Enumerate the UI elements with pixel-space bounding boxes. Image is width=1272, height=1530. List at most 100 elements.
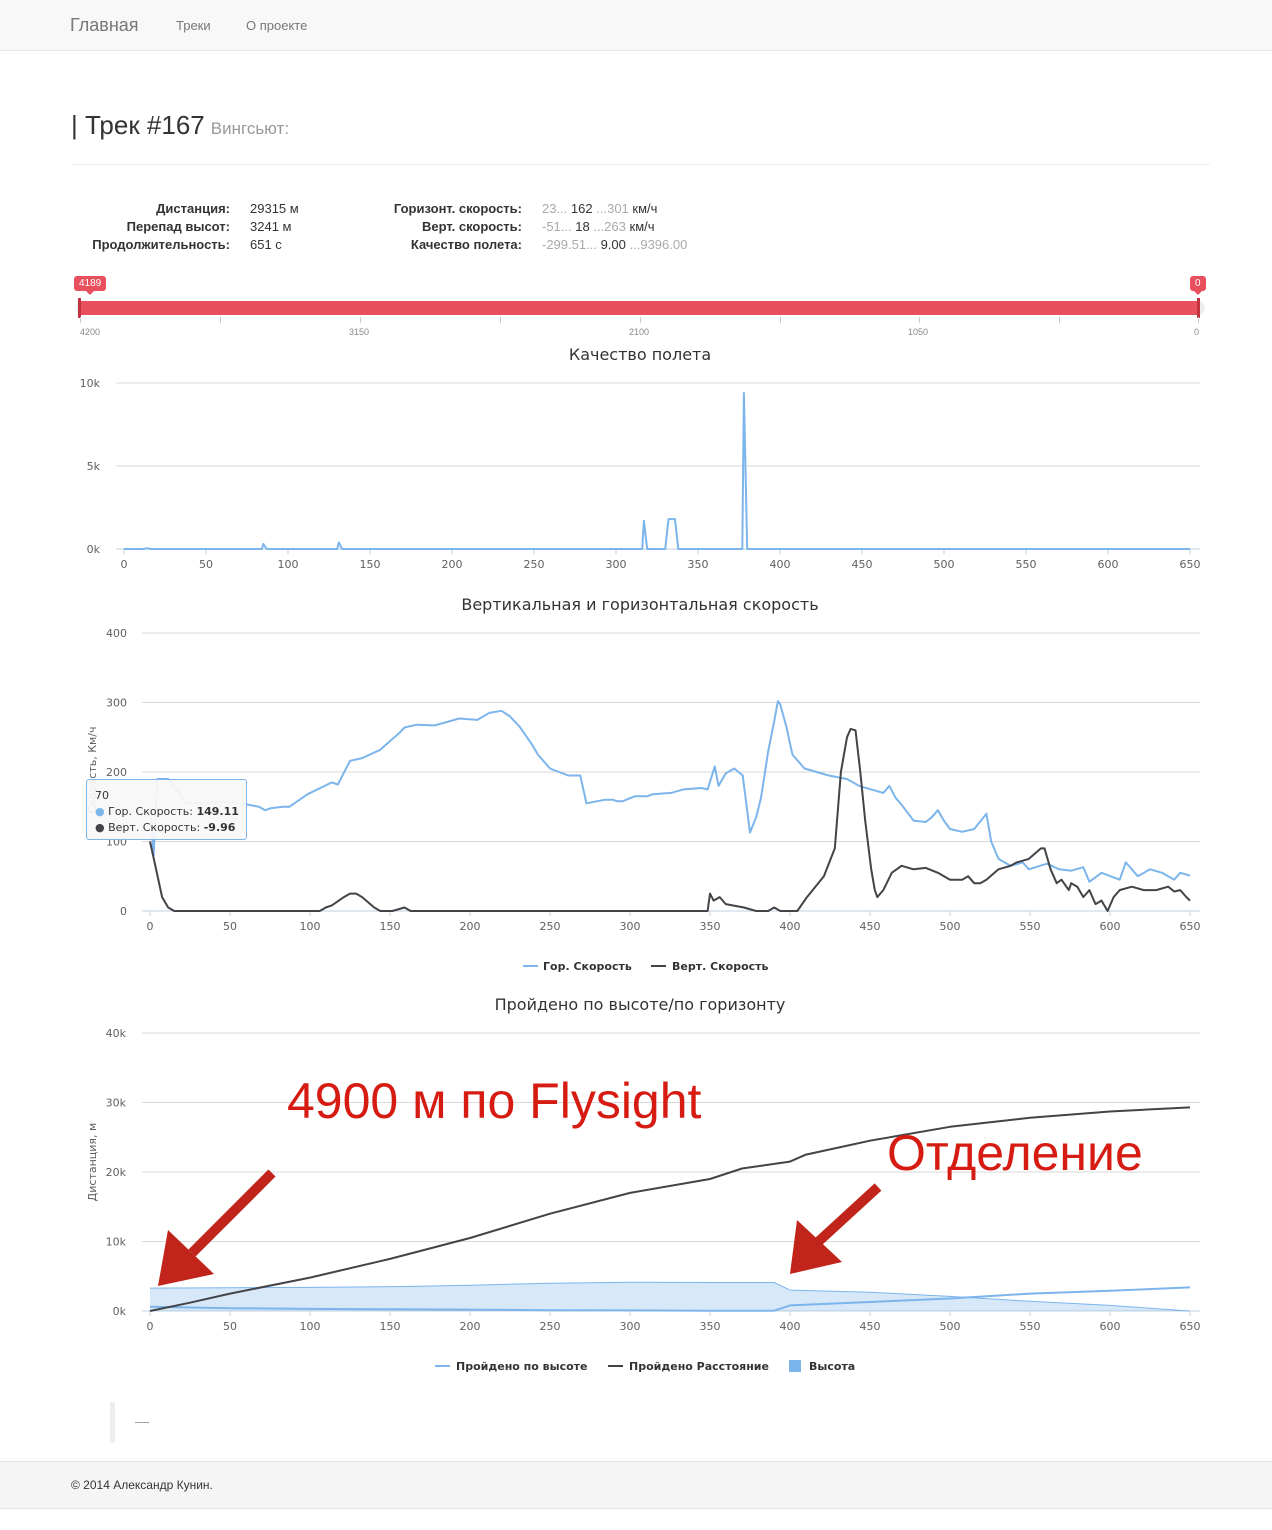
stat-label-horizontal-speed: Горизонт. скорость: bbox=[393, 201, 522, 216]
y-tick-label: 30k bbox=[106, 1097, 127, 1110]
stat-unit: км/ч bbox=[629, 219, 655, 234]
slider-handle-right[interactable] bbox=[1197, 298, 1200, 318]
slider-tick bbox=[1198, 317, 1199, 323]
legend-item-distance-covered[interactable]: Пройдено Расстояние bbox=[608, 1360, 769, 1373]
stat-avg: 162 bbox=[570, 201, 593, 216]
x-tick-label: 350 bbox=[688, 558, 709, 571]
x-tick-label: 250 bbox=[540, 920, 561, 933]
slider-tick bbox=[919, 317, 920, 323]
slider-tick bbox=[360, 317, 361, 323]
x-tick-label: 300 bbox=[606, 558, 627, 571]
series-1-1-line[interactable] bbox=[124, 392, 1190, 550]
stat-max: ...301 bbox=[596, 201, 629, 216]
legend-label: Пройдено Расстояние bbox=[629, 1360, 769, 1373]
series-dot-icon: ● bbox=[95, 821, 105, 834]
blockquote-dash: — bbox=[135, 1413, 149, 1429]
tooltip-value: 149.11 bbox=[196, 805, 239, 818]
x-tick-label: 600 bbox=[1100, 1320, 1121, 1333]
navbar: Главная Треки О проекте bbox=[0, 0, 1272, 51]
slider-scale-label: 2100 bbox=[629, 327, 650, 337]
series-2-2-line[interactable] bbox=[149, 727, 1191, 912]
page-title-text: | Трек #167 bbox=[71, 110, 205, 140]
chart-title: Пройдено по высоте/по горизонту bbox=[495, 995, 786, 1014]
x-tick-label: 0 bbox=[147, 1320, 154, 1333]
page-title: | Трек #167 Вингсьют: bbox=[71, 110, 289, 141]
series-3-2-line[interactable] bbox=[149, 1286, 1191, 1312]
slider-handle-left[interactable] bbox=[78, 298, 81, 318]
slider-scale-label: 1050 bbox=[908, 327, 929, 337]
x-tick-label: 500 bbox=[940, 1320, 961, 1333]
tooltip-value: -9.96 bbox=[203, 821, 236, 834]
x-tick-label: 600 bbox=[1098, 558, 1119, 571]
series-3-3-line[interactable] bbox=[149, 1106, 1191, 1312]
brand-link[interactable]: Главная bbox=[70, 15, 139, 35]
page-subtitle: Вингсьют: bbox=[210, 119, 290, 138]
series-3-1-area[interactable] bbox=[150, 1282, 1190, 1311]
x-tick-label: 0 bbox=[121, 558, 128, 571]
legend-item-vertical-speed[interactable]: Верт. Скорость bbox=[651, 960, 769, 973]
x-tick-label: 200 bbox=[460, 920, 481, 933]
x-tick-label: 550 bbox=[1020, 1320, 1041, 1333]
x-tick-label: 100 bbox=[300, 1320, 321, 1333]
legend-label: Высота bbox=[809, 1360, 855, 1373]
x-tick-label: 450 bbox=[852, 558, 873, 571]
glide-ratio-chart[interactable]: Качество полета 0k 5k 10k 0 50 100 150 200 250 30… bbox=[0, 340, 1272, 580]
footer-copyright: © 2014 Александр Кунин. bbox=[71, 1478, 213, 1492]
y-tick-label: 0 bbox=[120, 905, 127, 918]
stat-avg: 18 bbox=[575, 219, 590, 234]
x-tick-label: 100 bbox=[300, 920, 321, 933]
x-tick-label: 150 bbox=[360, 558, 381, 571]
speed-chart[interactable]: Вертикальная и горизонтальная скорость С… bbox=[0, 590, 1272, 985]
stat-label-vertical-speed: Верт. скорость: bbox=[422, 219, 522, 234]
x-tick-label: 150 bbox=[380, 920, 401, 933]
x-tick-label: 650 bbox=[1180, 1320, 1201, 1333]
series-2-1-line[interactable] bbox=[149, 700, 1191, 883]
annotation-arrow-left bbox=[158, 1169, 276, 1286]
slider-tooltip-right: 0 bbox=[1190, 276, 1206, 295]
slider-selection bbox=[80, 301, 1200, 315]
y-tick-label: 10k bbox=[80, 377, 101, 390]
annotation-arrow-right bbox=[790, 1183, 882, 1274]
tooltip-label: Гор. Скорость: bbox=[108, 805, 197, 818]
legend-item-altitude[interactable]: Высота bbox=[789, 1360, 855, 1373]
slider-tick bbox=[780, 317, 781, 323]
x-tick-label: 250 bbox=[540, 1320, 561, 1333]
stat-label-duration: Продолжительность: bbox=[92, 237, 230, 252]
annotation-exit: Отделение bbox=[887, 1125, 1143, 1181]
x-tick-label: 0 bbox=[147, 920, 154, 933]
stat-value-horizontal-speed: 23... 162 ...301 км/ч bbox=[542, 201, 657, 216]
y-tick-label: 200 bbox=[106, 766, 127, 779]
x-tick-label: 200 bbox=[460, 1320, 481, 1333]
chart-tooltip: 70 ● Гор. Скорость: 149.11 ● Верт. Скоро… bbox=[86, 779, 247, 840]
tooltip-row-horizontal: ● Гор. Скорость: 149.11 bbox=[95, 804, 239, 820]
x-tick-label: 400 bbox=[780, 1320, 801, 1333]
blockquote-bar bbox=[110, 1402, 115, 1443]
x-tick-label: 50 bbox=[223, 920, 237, 933]
distance-chart[interactable]: Пройдено по высоте/по горизонту Дистанци… bbox=[0, 990, 1272, 1385]
slider-tick bbox=[80, 317, 81, 323]
stat-max: ...263 bbox=[593, 219, 626, 234]
x-tick-label: 450 bbox=[860, 1320, 881, 1333]
stat-label-altitude-drop: Перепад высот: bbox=[126, 219, 230, 234]
nav-item-about[interactable]: О проекте bbox=[246, 18, 308, 33]
legend-swatch-altitude bbox=[789, 1360, 801, 1372]
x-tick-label: 400 bbox=[770, 558, 791, 571]
stat-label-glide-ratio: Качество полета: bbox=[410, 237, 522, 252]
legend-item-horizontal-speed[interactable]: Гор. Скорость bbox=[523, 960, 632, 973]
stat-value-glide-ratio: -299.51... 9.00 ...9396.00 bbox=[542, 237, 687, 252]
y-tick-label: 40k bbox=[106, 1027, 127, 1040]
y-axis-title: Дистанция, м bbox=[86, 1123, 99, 1202]
legend-item-altitude-covered[interactable]: Пройдено по высоте bbox=[435, 1360, 587, 1373]
stat-label-distance: Дистанция: bbox=[156, 201, 230, 216]
nav-item-tracks[interactable]: Треки bbox=[176, 18, 211, 33]
slider-scale-label: 0 bbox=[1194, 327, 1200, 337]
title-divider bbox=[71, 164, 1210, 165]
x-tick-label: 100 bbox=[278, 558, 299, 571]
series-3-1-line[interactable] bbox=[149, 1281, 1191, 1312]
x-tick-label: 350 bbox=[700, 920, 721, 933]
y-tick-label: 400 bbox=[106, 627, 127, 640]
tooltip-row-vertical: ● Верт. Скорость: -9.96 bbox=[95, 820, 238, 836]
y-tick-label: 0k bbox=[113, 1305, 127, 1318]
slider-scale-label: 4200 bbox=[80, 327, 101, 337]
annotation-flysight: 4900 м по Flysight bbox=[287, 1073, 702, 1129]
